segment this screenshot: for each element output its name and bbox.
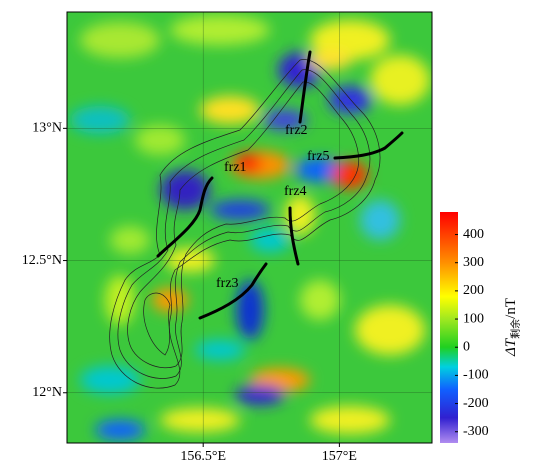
y-tick-label: 12.5°N [22,253,62,268]
contour-line [117,69,371,379]
contour-line [143,292,171,356]
fault-label: frz3 [216,276,239,291]
colorbar-label: ΔT剩余/nT [503,298,522,357]
colorbar-tick-label: 400 [463,227,484,242]
fault-line [298,50,312,124]
colorbar-label-symbol: ΔT [503,337,519,357]
fault-label: frz4 [284,184,307,199]
colorbar-tick-label: -100 [463,368,489,383]
colorbar-tick-label: 300 [463,255,484,270]
map-frame [66,11,433,444]
y-tick-label: 12°N [32,385,62,400]
colorbar-label-sub: 剩余 [509,319,522,339]
fault-label: frz5 [307,149,330,164]
faults [156,50,404,320]
y-tick-label: 13°N [32,121,62,136]
anomaly-field [67,12,432,443]
fault-labels: frz1 frz2 frz3 frz4 frz5 [216,123,330,291]
colorbar-tick-label: 200 [463,283,484,298]
fault-label: frz1 [224,160,247,175]
fault-line [198,262,268,320]
x-tick-label: 157°E [322,449,357,464]
fault-line [333,131,404,160]
contour-line [127,81,359,368]
colorbar-tick-label: -300 [463,424,489,439]
colorbar-tick-label: 0 [463,339,470,354]
colorbar-tick-label: -200 [463,396,489,411]
fault-line [288,206,300,266]
colorbar-tick-label: 100 [463,311,484,326]
colorbar [440,212,458,443]
fault-label: frz2 [285,123,308,138]
x-tick-label: 156.5°E [180,449,226,464]
fault-line [156,176,214,258]
graticule [67,12,432,443]
colorbar-label-unit: /nT [503,298,519,319]
